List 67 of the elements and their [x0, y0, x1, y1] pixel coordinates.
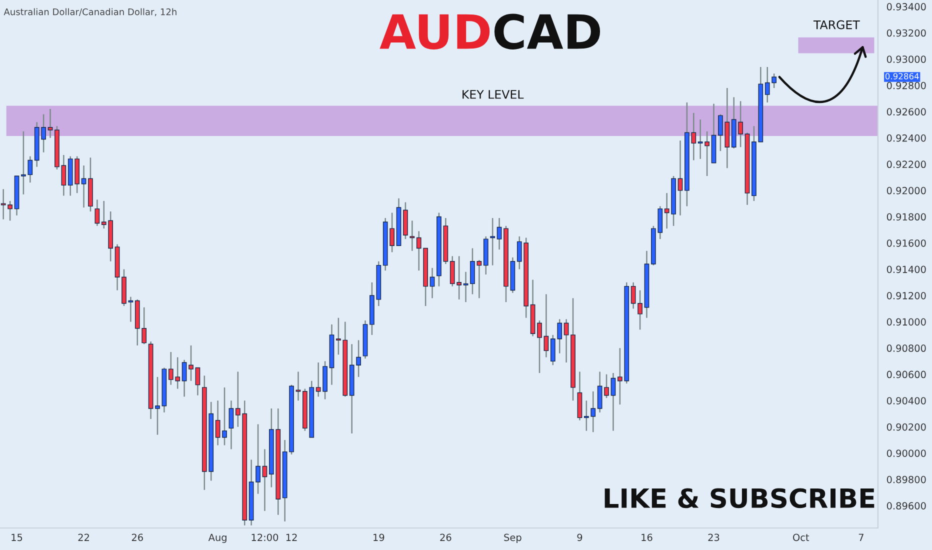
candlestick [678, 140, 683, 216]
y-tick-label: 0.93200 [886, 29, 926, 37]
y-tick-label: 0.93400 [886, 3, 926, 10]
x-tick-label: Oct [793, 534, 810, 542]
x-tick-label: 7 [858, 534, 864, 541]
candlestick [490, 217, 496, 266]
x-tick-label: Aug [208, 534, 226, 543]
candlestick [496, 217, 502, 250]
candlestick [155, 376, 160, 436]
x-tick-label: 15 [12, 534, 22, 542]
x-tick-label: 12 [286, 534, 297, 541]
y-tick-label: 0.91800 [886, 213, 926, 221]
x-tick-label: 16 [642, 534, 652, 542]
text: 0.92864 [885, 73, 919, 80]
y-tick-label: 0.90600 [886, 370, 926, 378]
candlestick [256, 424, 260, 494]
x-tick-label: 22 [78, 534, 89, 541]
y-tick-label: 0.91000 [886, 318, 926, 326]
candlestick [476, 259, 482, 299]
y-tick-label: 0.92400 [886, 134, 926, 142]
candlestick [410, 220, 415, 252]
text: Australian Dollar/Canadian Dollar, 12h [4, 8, 176, 16]
y-tick-label: 0.92200 [886, 160, 926, 168]
annotation: LIKE & SUBSCRIBE [604, 488, 874, 508]
x-tick-label: 12:00 [252, 534, 278, 542]
candlestick [215, 400, 220, 446]
y-tick-label: 0.90000 [886, 450, 926, 457]
x-tick-label: 26 [132, 534, 143, 542]
y-tick-label: 0.90800 [886, 344, 926, 352]
y-tick-label: 0.91200 [886, 292, 926, 300]
candlestick [262, 448, 268, 512]
candlestick [296, 371, 301, 402]
y-tick-label: 0.89800 [886, 476, 926, 484]
y-tick-label: 0.90200 [886, 423, 926, 431]
x-tick-label: 26 [440, 534, 452, 542]
y-tick-label: 0.93000 [886, 56, 926, 63]
band-label: TARGET [813, 20, 860, 30]
candlestick [463, 271, 468, 303]
candlestick [610, 372, 616, 432]
y-tick-label: 0.92000 [886, 186, 926, 194]
x-tick-label: 23 [708, 534, 720, 542]
candlestick [128, 296, 134, 322]
candlestick [195, 367, 200, 396]
y-tick-label: 0.91600 [886, 239, 926, 247]
candlestick [564, 318, 569, 364]
y-tick-label: 0.89600 [886, 502, 926, 510]
candlestick [48, 108, 53, 139]
candlestick [597, 371, 602, 414]
candlestick [188, 344, 194, 382]
x-tick-label: 19 [374, 534, 384, 542]
y-tick-label: 0.91400 [886, 266, 926, 274]
y-tick-label: 0.92600 [886, 108, 926, 116]
candlestick [470, 248, 475, 295]
x-tick-label: Sep [504, 534, 522, 543]
band-label: KEY LEVEL [462, 90, 524, 99]
chart-title: AUDCAD [380, 14, 600, 50]
candlestick [222, 386, 227, 446]
candlestick [228, 400, 234, 450]
y-tick-label: 0.90400 [886, 397, 926, 404]
candlestick [604, 374, 609, 399]
candlestick [182, 359, 187, 398]
candlestick [544, 294, 549, 358]
x-tick-label: 9 [577, 534, 582, 542]
y-tick-label: 0.92800 [886, 82, 926, 90]
candlestick [94, 199, 100, 227]
candlestick [430, 267, 435, 299]
candlestick [537, 320, 542, 374]
